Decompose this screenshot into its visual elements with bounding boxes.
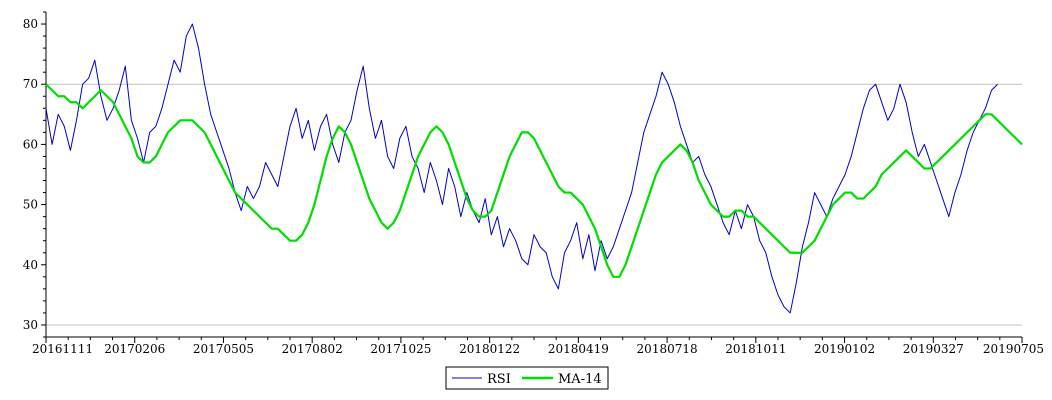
- series-line-ma-14: [45, 83, 1023, 278]
- x-tick-label-20171025: 20171025: [370, 342, 431, 356]
- x-tick-label-20180419: 20180419: [548, 342, 609, 356]
- series-line-rsi: [45, 23, 998, 314]
- y-ticks: 30 40 50 60 70 80: [23, 11, 46, 338]
- x-tick-label-20170206: 20170206: [104, 342, 165, 356]
- x-tick-label-20190327: 20190327: [903, 342, 964, 356]
- x-ticks: 20161111 20170206 20170505 20170802 20171025…: [32, 337, 1044, 356]
- series-layer: [45, 23, 1023, 314]
- legend-label-rsi: RSI: [487, 372, 511, 387]
- y-tick-label-60: 60: [23, 137, 38, 151]
- x-tick-label-20180718: 20180718: [637, 342, 698, 356]
- y-tick-label-70: 70: [23, 77, 38, 91]
- x-tick-label-20170802: 20170802: [282, 342, 343, 356]
- x-tick-label-20180122: 20180122: [459, 342, 520, 356]
- x-tick-label-20170505: 20170505: [193, 342, 254, 356]
- legend: RSI MA-14: [445, 366, 609, 390]
- x-tick-label-20190102: 20190102: [814, 342, 875, 356]
- x-tick-label-20161111: 20161111: [32, 342, 93, 356]
- x-tick-label-20181011: 20181011: [725, 342, 786, 356]
- legend-label-ma-14: MA-14: [558, 372, 602, 387]
- gridlines: [46, 83, 1022, 326]
- y-tick-label-50: 50: [23, 198, 38, 212]
- y-tick-label-80: 80: [23, 17, 38, 31]
- y-tick-label-40: 40: [23, 258, 38, 272]
- y-tick-label-30: 30: [23, 318, 38, 332]
- x-tick-label-20190705: 20190705: [983, 342, 1044, 356]
